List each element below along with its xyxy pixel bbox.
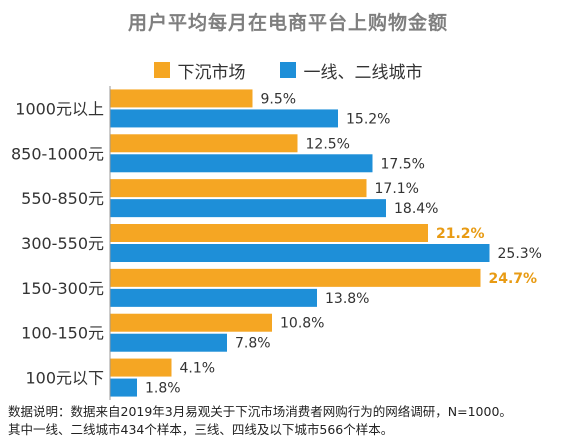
legend-label-lower-tier: 下沉市场 bbox=[177, 62, 246, 83]
data-label: 1.8% bbox=[145, 381, 181, 397]
bar-lower-tier bbox=[110, 179, 367, 198]
bar-top-tier bbox=[110, 333, 227, 352]
bar-lower-tier bbox=[110, 89, 253, 108]
category-label: 1000元以上 bbox=[15, 99, 104, 118]
legend-item-top-tier: 一线、二线城市 bbox=[279, 58, 423, 83]
footnote-line-1: 数据说明：数据来自2019年3月易观关于下沉市场消费者网购行为的网络调研，N=1… bbox=[8, 404, 512, 419]
bar-top-tier bbox=[110, 199, 386, 218]
bar-lower-tier bbox=[110, 313, 272, 332]
category-label: 150-300元 bbox=[21, 279, 104, 298]
bar-top-tier bbox=[110, 154, 373, 173]
legend-item-lower-tier: 下沉市场 bbox=[153, 58, 246, 83]
category-label: 300-550元 bbox=[21, 234, 104, 253]
bar-lower-tier bbox=[110, 134, 298, 153]
category-label: 850-1000元 bbox=[11, 144, 104, 163]
category-label: 550-850元 bbox=[21, 189, 104, 208]
footnote-line-2: 其中一线、二线城市434个样本，三线、四线及以下城市566个样本。 bbox=[8, 422, 394, 437]
data-label: 13.8% bbox=[325, 291, 369, 307]
bar-top-tier bbox=[110, 244, 490, 262]
data-label: 4.1% bbox=[180, 361, 216, 377]
data-label: 12.5% bbox=[306, 136, 350, 152]
legend-label-top-tier: 一线、二线城市 bbox=[303, 62, 423, 83]
data-label: 17.5% bbox=[381, 156, 425, 172]
bar-top-tier bbox=[110, 109, 338, 128]
footnote: 数据说明：数据来自2019年3月易观关于下沉市场消费者网购行为的网络调研，N=1… bbox=[8, 403, 573, 439]
bar-top-tier bbox=[110, 288, 317, 307]
chart-legend: 下沉市场 一线、二线城市 bbox=[0, 58, 576, 83]
bar-top-tier bbox=[110, 378, 137, 397]
bar-chart: 1000元以上 9.5% 15.2% 850-1000元 12.5% 17.5% 550-8… bbox=[11, 86, 542, 400]
data-label: 15.2% bbox=[346, 111, 390, 127]
category-label: 100元以下 bbox=[25, 369, 104, 388]
data-label: 18.4% bbox=[394, 201, 438, 217]
data-label: 25.3% bbox=[498, 246, 542, 262]
data-label: 7.8% bbox=[235, 336, 271, 352]
data-label: 10.8% bbox=[280, 316, 324, 332]
data-label: 24.7% bbox=[489, 271, 538, 287]
bar-lower-tier bbox=[110, 268, 481, 287]
bar-lower-tier bbox=[110, 224, 428, 242]
data-label: 17.1% bbox=[375, 181, 419, 197]
bar-lower-tier bbox=[110, 358, 172, 377]
data-label: 21.2% bbox=[436, 226, 485, 242]
category-label: 100-150元 bbox=[21, 324, 104, 343]
data-label: 9.5% bbox=[261, 91, 297, 107]
legend-swatch-top-tier bbox=[279, 62, 296, 78]
chart-title: 用户平均每月在电商平台上购物金额 bbox=[127, 12, 448, 34]
legend-swatch-lower-tier bbox=[153, 62, 170, 78]
